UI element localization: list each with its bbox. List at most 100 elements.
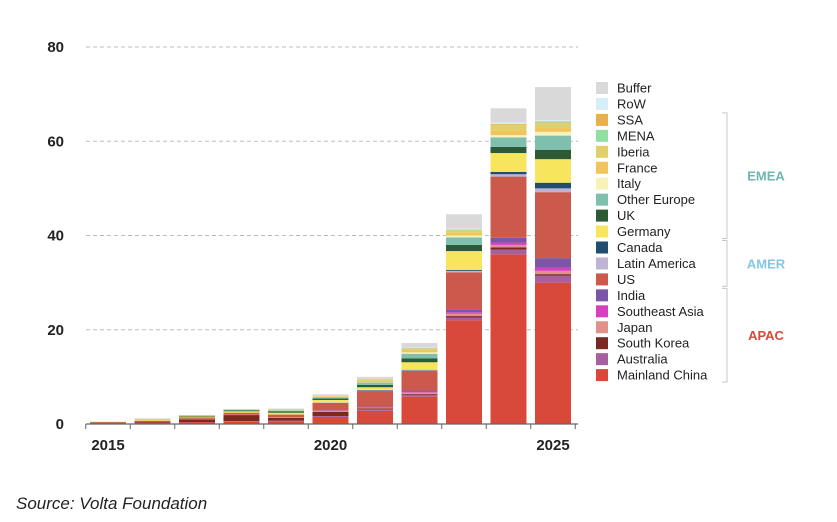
bar-stack-2020 xyxy=(312,394,349,424)
bar-segment-iberia-2022 xyxy=(401,349,438,351)
bar-segment-latin-america-2025 xyxy=(535,188,571,193)
bar-segment-southeast-asia-2023 xyxy=(446,312,482,314)
bar-segment-south-korea-2020 xyxy=(312,411,349,416)
bar-segment-southeast-asia-2022 xyxy=(401,391,438,393)
bar-segment-mena-2022 xyxy=(401,348,438,350)
bar-segment-canada-2021 xyxy=(357,390,393,391)
bar-segment-france-2019 xyxy=(268,409,304,410)
bar-segment-japan-2019 xyxy=(268,417,304,418)
bar-segment-southeast-asia-2021 xyxy=(357,407,393,408)
legend-item-ssa: SSA xyxy=(596,112,643,127)
bar-segment-latin-america-2022 xyxy=(401,370,438,371)
bar-segment-other-europe-2017 xyxy=(179,415,215,417)
bar-segment-mena-2025 xyxy=(535,122,571,124)
legend-swatch-iberia xyxy=(596,145,608,158)
bar-segment-germany-2020 xyxy=(312,399,349,403)
bar-segment-mainland-china-2021 xyxy=(357,410,393,424)
bar-segment-mena-2021 xyxy=(357,379,393,380)
bar-segment-us-2023 xyxy=(446,272,482,310)
bar-segment-other-europe-2020 xyxy=(312,397,349,399)
bar-segment-canada-2025 xyxy=(535,182,571,189)
axes: 0 20 40 60 80 2015 2020 2025 xyxy=(47,39,578,454)
bar-segment-other-europe-2021 xyxy=(357,382,393,385)
bar-segment-uk-2025 xyxy=(535,149,571,160)
bar-segment-other-europe-2023 xyxy=(446,237,482,245)
legend-swatch-southeast-asia xyxy=(596,305,608,318)
bar-segment-us-2015 xyxy=(90,422,126,423)
legend-swatch-other-europe xyxy=(596,193,608,206)
legend-swatch-uk xyxy=(596,209,608,222)
legend-swatch-mainland-china xyxy=(596,369,608,382)
region-groups: EMEA AMER APAC xyxy=(722,112,786,383)
region-bracket-apac xyxy=(722,287,728,383)
bar-segment-france-2022 xyxy=(401,350,438,353)
bar-segment-latin-america-2021 xyxy=(357,390,393,392)
bar-segment-france-2025 xyxy=(535,128,571,132)
legend-item-australia: Australia xyxy=(596,352,668,367)
bar-segment-italy-2025 xyxy=(535,131,571,136)
bar-segment-italy-2019 xyxy=(268,409,304,411)
bar-segment-japan-2022 xyxy=(401,392,438,394)
bar-segment-south-korea-2023 xyxy=(446,316,482,318)
legend-label-southeast-asia: Southeast Asia xyxy=(617,304,704,319)
bar-segment-other-europe-2025 xyxy=(535,135,571,150)
source-caption: Source: Volta Foundation xyxy=(16,494,208,513)
bar-segment-australia-2021 xyxy=(357,409,393,411)
bar-segment-row-2024 xyxy=(490,122,527,124)
bar-segment-mainland-china-2025 xyxy=(535,282,571,424)
bar-segment-australia-2025 xyxy=(535,275,571,283)
bar-segment-italy-2021 xyxy=(357,382,393,383)
bar-segment-italy-2024 xyxy=(490,135,527,138)
region-group-amer: AMER xyxy=(722,240,786,287)
bar-segment-other-europe-2024 xyxy=(490,137,527,147)
bar-segment-iberia-2023 xyxy=(446,230,482,233)
bar-segment-france-2024 xyxy=(490,130,527,136)
bar-segment-row-2023 xyxy=(446,228,482,230)
bar-segment-south-korea-2015 xyxy=(90,422,126,424)
legend-swatch-latin-america xyxy=(596,257,608,270)
bar-segment-iberia-2021 xyxy=(357,379,393,381)
legend-item-japan: Japan xyxy=(596,320,652,335)
bar-stack-2018 xyxy=(223,408,260,424)
legend-item-row: RoW xyxy=(596,96,647,111)
bar-segment-japan-2018 xyxy=(223,414,260,416)
region-group-emea: EMEA xyxy=(722,112,785,240)
bar-segment-us-2018 xyxy=(223,412,260,415)
bar-segment-buffer-2021 xyxy=(357,376,393,379)
bar-segment-other-europe-2016 xyxy=(134,419,171,420)
bar-stack-2025 xyxy=(535,87,571,424)
bars xyxy=(90,87,571,424)
x-tick-label-2025: 2025 xyxy=(536,437,569,454)
bar-segment-canada-2024 xyxy=(490,171,527,175)
bar-segment-germany-2018 xyxy=(223,411,260,413)
bar-segment-us-2022 xyxy=(401,370,438,391)
legend-item-southeast-asia: Southeast Asia xyxy=(596,304,704,319)
bar-segment-germany-2016 xyxy=(134,419,171,421)
bar-segment-mainland-china-2020 xyxy=(312,416,349,424)
region-bracket-amer xyxy=(722,240,728,287)
bar-segment-italy-2020 xyxy=(312,396,349,398)
bar-segment-other-europe-2019 xyxy=(268,410,304,412)
legend-item-france: France xyxy=(596,160,657,175)
bar-segment-india-2024 xyxy=(490,237,527,243)
bar-segment-japan-2025 xyxy=(535,270,571,275)
legend-swatch-buffer xyxy=(596,82,608,94)
bar-segment-ssa-2025 xyxy=(535,121,571,123)
legend-swatch-mena xyxy=(596,129,608,142)
bar-segment-buffer-2024 xyxy=(490,108,527,123)
bar-segment-germany-2025 xyxy=(535,159,571,183)
legend-item-buffer: Buffer xyxy=(596,81,652,96)
bar-segment-uk-2017 xyxy=(179,415,215,417)
legend-label-mainland-china: Mainland China xyxy=(617,368,708,383)
bar-segment-buffer-2023 xyxy=(446,214,482,229)
bar-segment-italy-2023 xyxy=(446,235,482,238)
bar-segment-south-korea-2019 xyxy=(268,417,304,421)
bar-segment-japan-2020 xyxy=(312,410,349,412)
bar-segment-southeast-asia-2024 xyxy=(490,242,527,245)
bar-segment-mainland-china-2024 xyxy=(490,254,527,424)
bar-segment-buffer-2016 xyxy=(134,418,171,419)
y-tick-label-0: 0 xyxy=(56,416,64,433)
y-tick-label-20: 20 xyxy=(47,322,64,339)
